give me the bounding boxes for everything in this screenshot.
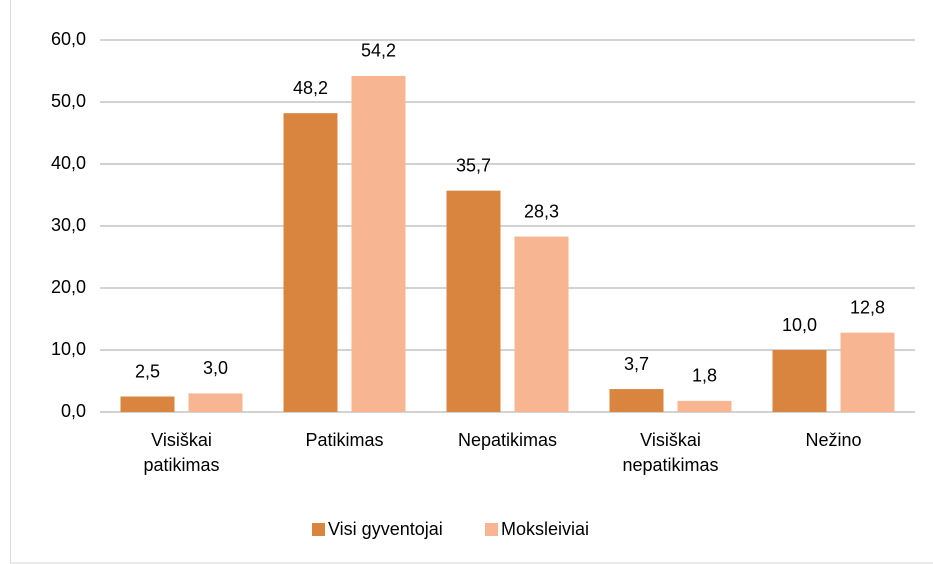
data-label: 3,0 [203, 358, 228, 378]
x-tick-label: Patikimas [305, 430, 384, 450]
y-tick-label: 50,0 [51, 91, 86, 111]
legend-label: Moksleiviai [501, 519, 589, 539]
x-tick-label: Visiškai nepatikimas [622, 430, 719, 475]
y-tick-label: 30,0 [51, 215, 86, 235]
legend-swatch [312, 523, 325, 536]
data-label: 54,2 [361, 41, 396, 61]
bar [772, 350, 827, 412]
x-tick-label: Nepatikimas [457, 430, 558, 450]
legend-label: Visi gyventojai [328, 519, 443, 539]
data-label: 10,0 [782, 315, 817, 335]
data-label: 48,2 [293, 78, 328, 98]
chart-frame [10, 0, 933, 564]
y-tick-label: 40,0 [51, 153, 86, 173]
y-tick-label: 10,0 [51, 339, 86, 359]
x-tick-label: Nežino [805, 430, 862, 450]
bar [840, 332, 895, 412]
data-label: 1,8 [692, 366, 717, 386]
data-label: 35,7 [456, 155, 491, 175]
bar [514, 236, 569, 412]
data-label: 28,3 [524, 201, 559, 221]
y-tick-label: 0,0 [61, 401, 86, 421]
bar [188, 393, 243, 412]
legend-swatch [485, 523, 498, 536]
data-label: 3,7 [624, 354, 649, 374]
data-label: 2,5 [135, 361, 160, 381]
x-tick-label: Visiškai patikimas [143, 430, 220, 475]
y-tick-label: 60,0 [51, 29, 86, 49]
bar [609, 389, 664, 412]
y-tick-label: 20,0 [51, 277, 86, 297]
bar [446, 190, 501, 412]
data-label: 12,8 [850, 297, 885, 317]
bar [120, 396, 175, 412]
bar [677, 400, 732, 412]
bar [283, 113, 338, 412]
bar [351, 75, 406, 413]
